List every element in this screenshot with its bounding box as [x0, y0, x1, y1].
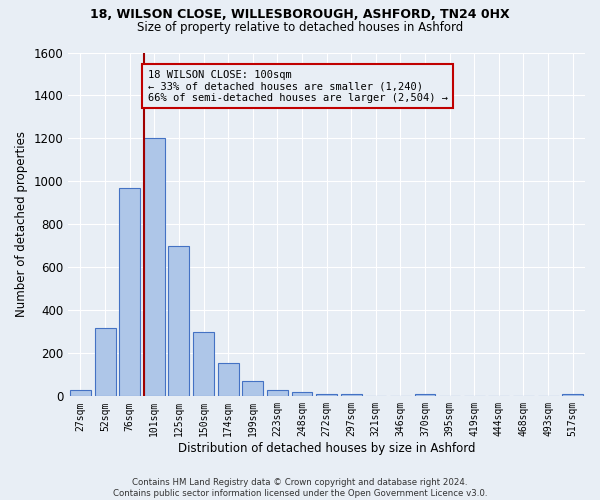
Bar: [242, 382, 263, 396]
Bar: [316, 394, 337, 396]
Bar: [341, 394, 362, 396]
Text: Contains HM Land Registry data © Crown copyright and database right 2024.
Contai: Contains HM Land Registry data © Crown c…: [113, 478, 487, 498]
Bar: [144, 138, 165, 396]
Bar: [218, 363, 239, 396]
Bar: [292, 392, 313, 396]
Text: Size of property relative to detached houses in Ashford: Size of property relative to detached ho…: [137, 21, 463, 34]
Y-axis label: Number of detached properties: Number of detached properties: [15, 132, 28, 318]
Bar: [193, 332, 214, 396]
Text: 18 WILSON CLOSE: 100sqm
← 33% of detached houses are smaller (1,240)
66% of semi: 18 WILSON CLOSE: 100sqm ← 33% of detache…: [148, 70, 448, 103]
Bar: [415, 394, 436, 396]
X-axis label: Distribution of detached houses by size in Ashford: Distribution of detached houses by size …: [178, 442, 475, 455]
Bar: [70, 390, 91, 396]
Bar: [169, 246, 190, 396]
Bar: [267, 390, 288, 396]
Bar: [119, 188, 140, 396]
Text: 18, WILSON CLOSE, WILLESBOROUGH, ASHFORD, TN24 0HX: 18, WILSON CLOSE, WILLESBOROUGH, ASHFORD…: [90, 8, 510, 20]
Bar: [562, 394, 583, 396]
Bar: [95, 328, 116, 396]
